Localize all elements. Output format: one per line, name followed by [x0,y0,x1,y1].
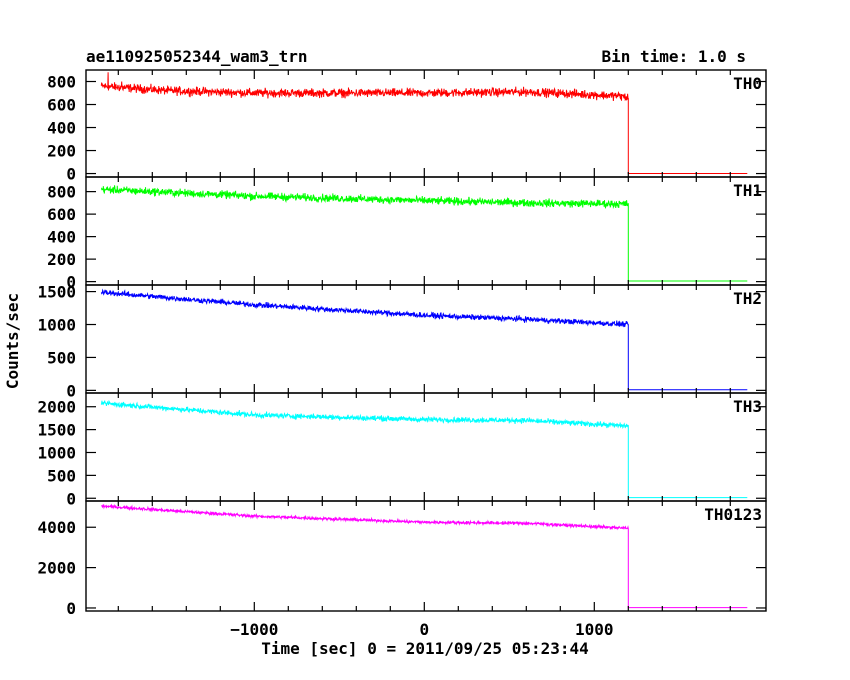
series-line-th3 [100,399,748,499]
y-tick-label: 500 [47,466,76,485]
bin-time-label: Bin time: 1.0 s [602,47,747,66]
y-tick-label: 0 [66,599,76,618]
chart-title: ae110925052344_wam3_trn [86,47,308,66]
y-tick-label: 1000 [37,443,76,462]
panel-th3: 0 500 1000 1500 2000 TH3 [37,392,767,508]
y-tick-label: 2000 [37,559,76,578]
y-tick-label: 2000 [37,398,76,417]
series-line-th0123 [101,503,748,609]
panel-frame [85,500,767,612]
y-tick-label: 400 [47,228,76,247]
panel-th2: 0 500 1000 1500 TH2 [37,283,767,400]
x-tick-label: −1000 [230,620,278,639]
series-line-th0 [100,72,748,175]
panel-label: TH3 [733,397,762,416]
y-tick-label: 0 [66,489,76,508]
y-tick-label: 600 [47,205,76,224]
panel-frame [85,69,767,178]
y-tick-label: 1000 [37,316,76,335]
y-tick-label: 800 [47,73,76,92]
series-line-th1 [100,185,748,282]
panel-label: TH1 [733,181,762,200]
y-tick-label: 600 [47,96,76,115]
panel-label: TH2 [733,289,762,308]
y-axis-label: Counts/sec [3,293,22,389]
panel-label: TH0 [733,74,762,93]
series-line-th2 [100,288,748,391]
panel-th0: 0 200 400 600 800 TH0 [47,69,767,184]
y-tick-label: 400 [47,119,76,138]
x-tick-label: 1000 [575,620,614,639]
y-tick-label: 200 [47,250,76,269]
y-tick-label: 800 [47,183,76,202]
panel-label: TH0123 [704,505,762,524]
y-tick-label: 200 [47,142,76,161]
y-tick-label: 0 [66,381,76,400]
y-tick-label: 1500 [37,421,76,440]
panel-th1: 0 200 400 600 800 TH1 [47,176,767,292]
y-tick-label: 1500 [37,283,76,302]
x-tick-label: 0 [419,620,429,639]
panel-th0123: 0 2000 4000 TH0123 [37,500,767,618]
panel-stack: 0 200 400 600 800 TH0 0 200 400 600 800 TH1 0 500 1000… [37,69,767,639]
y-tick-label: 0 [66,273,76,292]
y-tick-label: 4000 [37,518,76,537]
y-tick-label: 500 [47,348,76,367]
y-tick-label: 0 [66,165,76,184]
x-axis-label: Time [sec] 0 = 2011/09/25 05:23:44 [261,639,589,658]
